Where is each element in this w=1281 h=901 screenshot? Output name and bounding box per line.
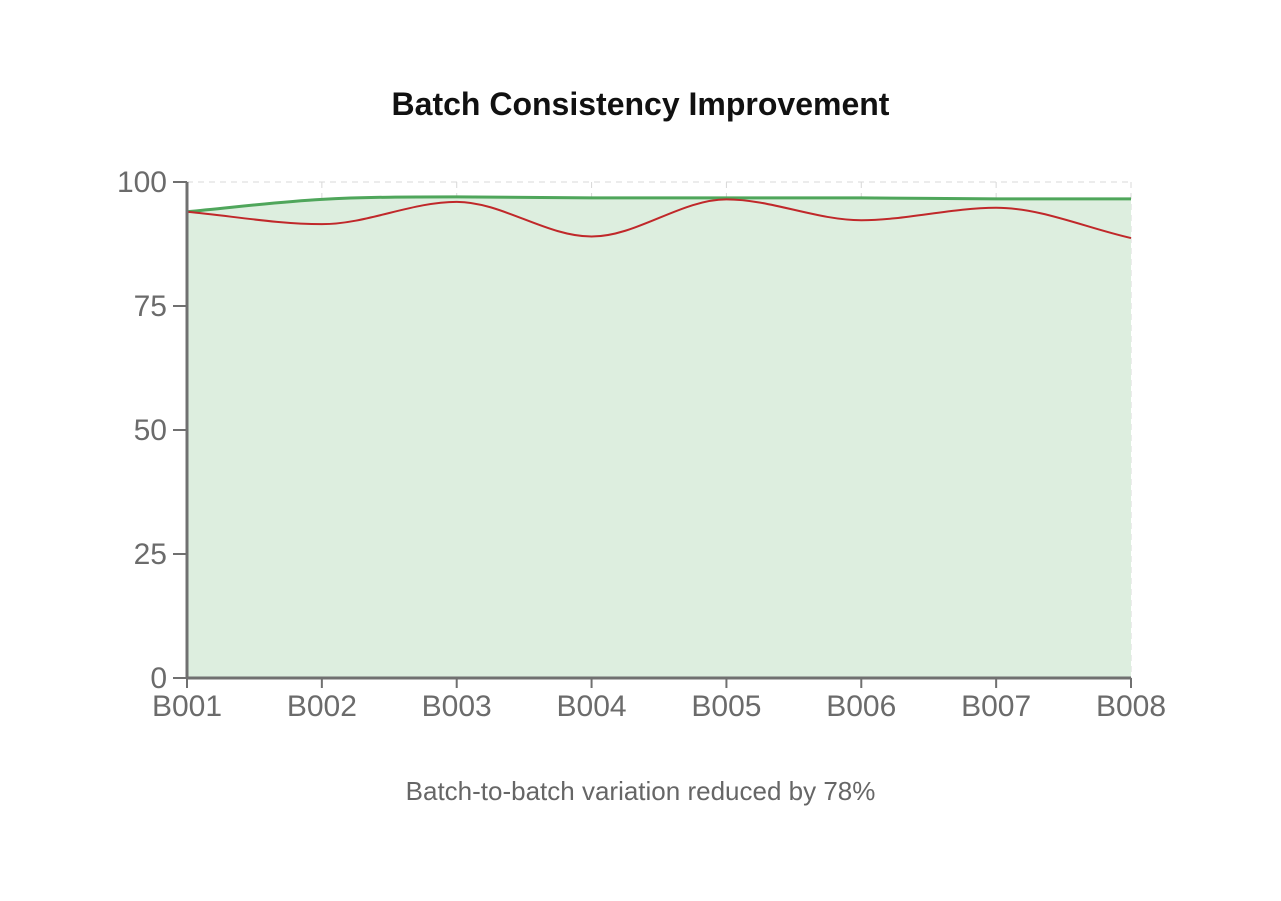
x-tick-label: B001 (152, 690, 222, 723)
x-tick-label: B003 (422, 690, 492, 723)
y-tick-label: 25 (134, 538, 167, 571)
label-layer: 0 25 50 75 100 B001 B002 B003 B004 B005 B006 B007 B0… (117, 166, 1166, 723)
chart-caption: Batch-to-batch variation reduced by 78% (405, 776, 876, 806)
x-tick-label: B002 (287, 690, 357, 723)
axis-layer (173, 181, 1132, 688)
x-tick-label: B006 (826, 690, 896, 723)
line-layer (186, 195, 1132, 240)
y-tick-label: 100 (117, 166, 167, 199)
chart-title: Batch Consistency Improvement (391, 86, 890, 122)
x-tick-label: B007 (961, 690, 1031, 723)
x-tick-label: B005 (691, 690, 761, 723)
area-layer (187, 196, 1131, 678)
series-line-improved (186, 195, 1131, 214)
series-area-improved (187, 196, 1131, 678)
x-tick-label: B008 (1096, 690, 1166, 723)
y-tick-label: 75 (134, 290, 167, 323)
x-tick-label: B004 (557, 690, 627, 723)
series-line-baseline (186, 198, 1132, 240)
y-tick-label: 50 (134, 414, 167, 447)
y-tick-label: 0 (150, 662, 167, 695)
